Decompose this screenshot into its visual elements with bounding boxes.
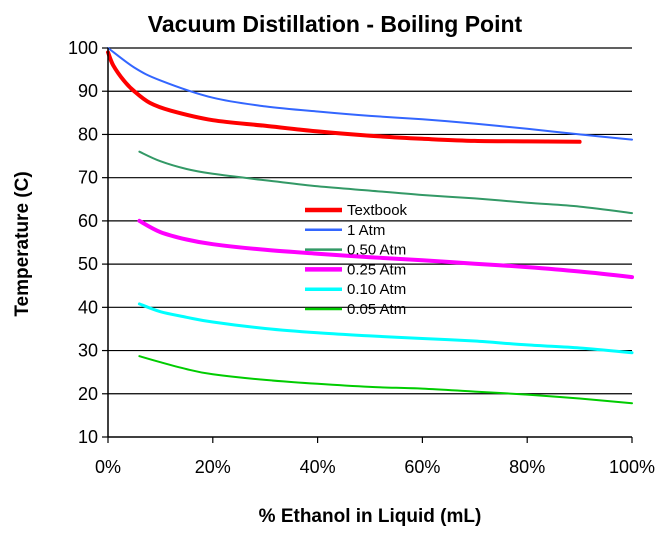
y-tick-label: 70 [78, 168, 98, 188]
legend-label: 0.10 Atm [347, 281, 406, 298]
x-tick-label: 80% [509, 457, 545, 477]
series-group [106, 47, 634, 405]
y-tick-label: 60 [78, 211, 98, 231]
y-tick-label: 100 [68, 38, 98, 58]
x-axis-title: % Ethanol in Liquid (mL) [259, 506, 482, 527]
series-line [137, 302, 634, 355]
y-tick-label: 20 [78, 384, 98, 404]
x-tick-labels: 0% 20% 40% 60% 80% 100% [95, 437, 655, 477]
series-line [138, 355, 633, 405]
series-line [106, 50, 582, 144]
y-tick-label: 50 [78, 254, 98, 274]
legend-label: 1 Atm [347, 222, 385, 239]
legend: Textbook 1 Atm 0.50 Atm 0.25 Atm 0.10 Atm 0.0… [305, 202, 408, 318]
y-tick-label: 80 [78, 124, 98, 144]
gridlines [108, 47, 632, 395]
y-tick-label: 90 [78, 81, 98, 101]
y-tick-label: 10 [78, 427, 98, 447]
x-tick-label: 60% [404, 457, 440, 477]
x-tick-label: 40% [300, 457, 336, 477]
y-tick-label: 30 [78, 341, 98, 361]
axes [107, 48, 632, 438]
legend-label: 0.50 Atm [347, 242, 406, 259]
series-line [137, 218, 634, 280]
y-tick-labels: 10 20 30 40 50 60 70 80 90 100 [68, 38, 108, 447]
series-line [107, 47, 633, 141]
y-axis-title: Temperature (C) [12, 171, 33, 316]
x-tick-label: 20% [195, 457, 231, 477]
chart-title: Vacuum Distillation - Boiling Point [148, 11, 523, 37]
series-line [138, 150, 633, 215]
legend-label: Textbook [347, 202, 408, 219]
y-tick-label: 40 [78, 297, 98, 317]
x-tick-label: 0% [95, 457, 121, 477]
legend-label: 0.25 Atm [347, 261, 406, 278]
legend-label: 0.05 Atm [347, 301, 406, 318]
x-tick-label: 100% [609, 457, 655, 477]
